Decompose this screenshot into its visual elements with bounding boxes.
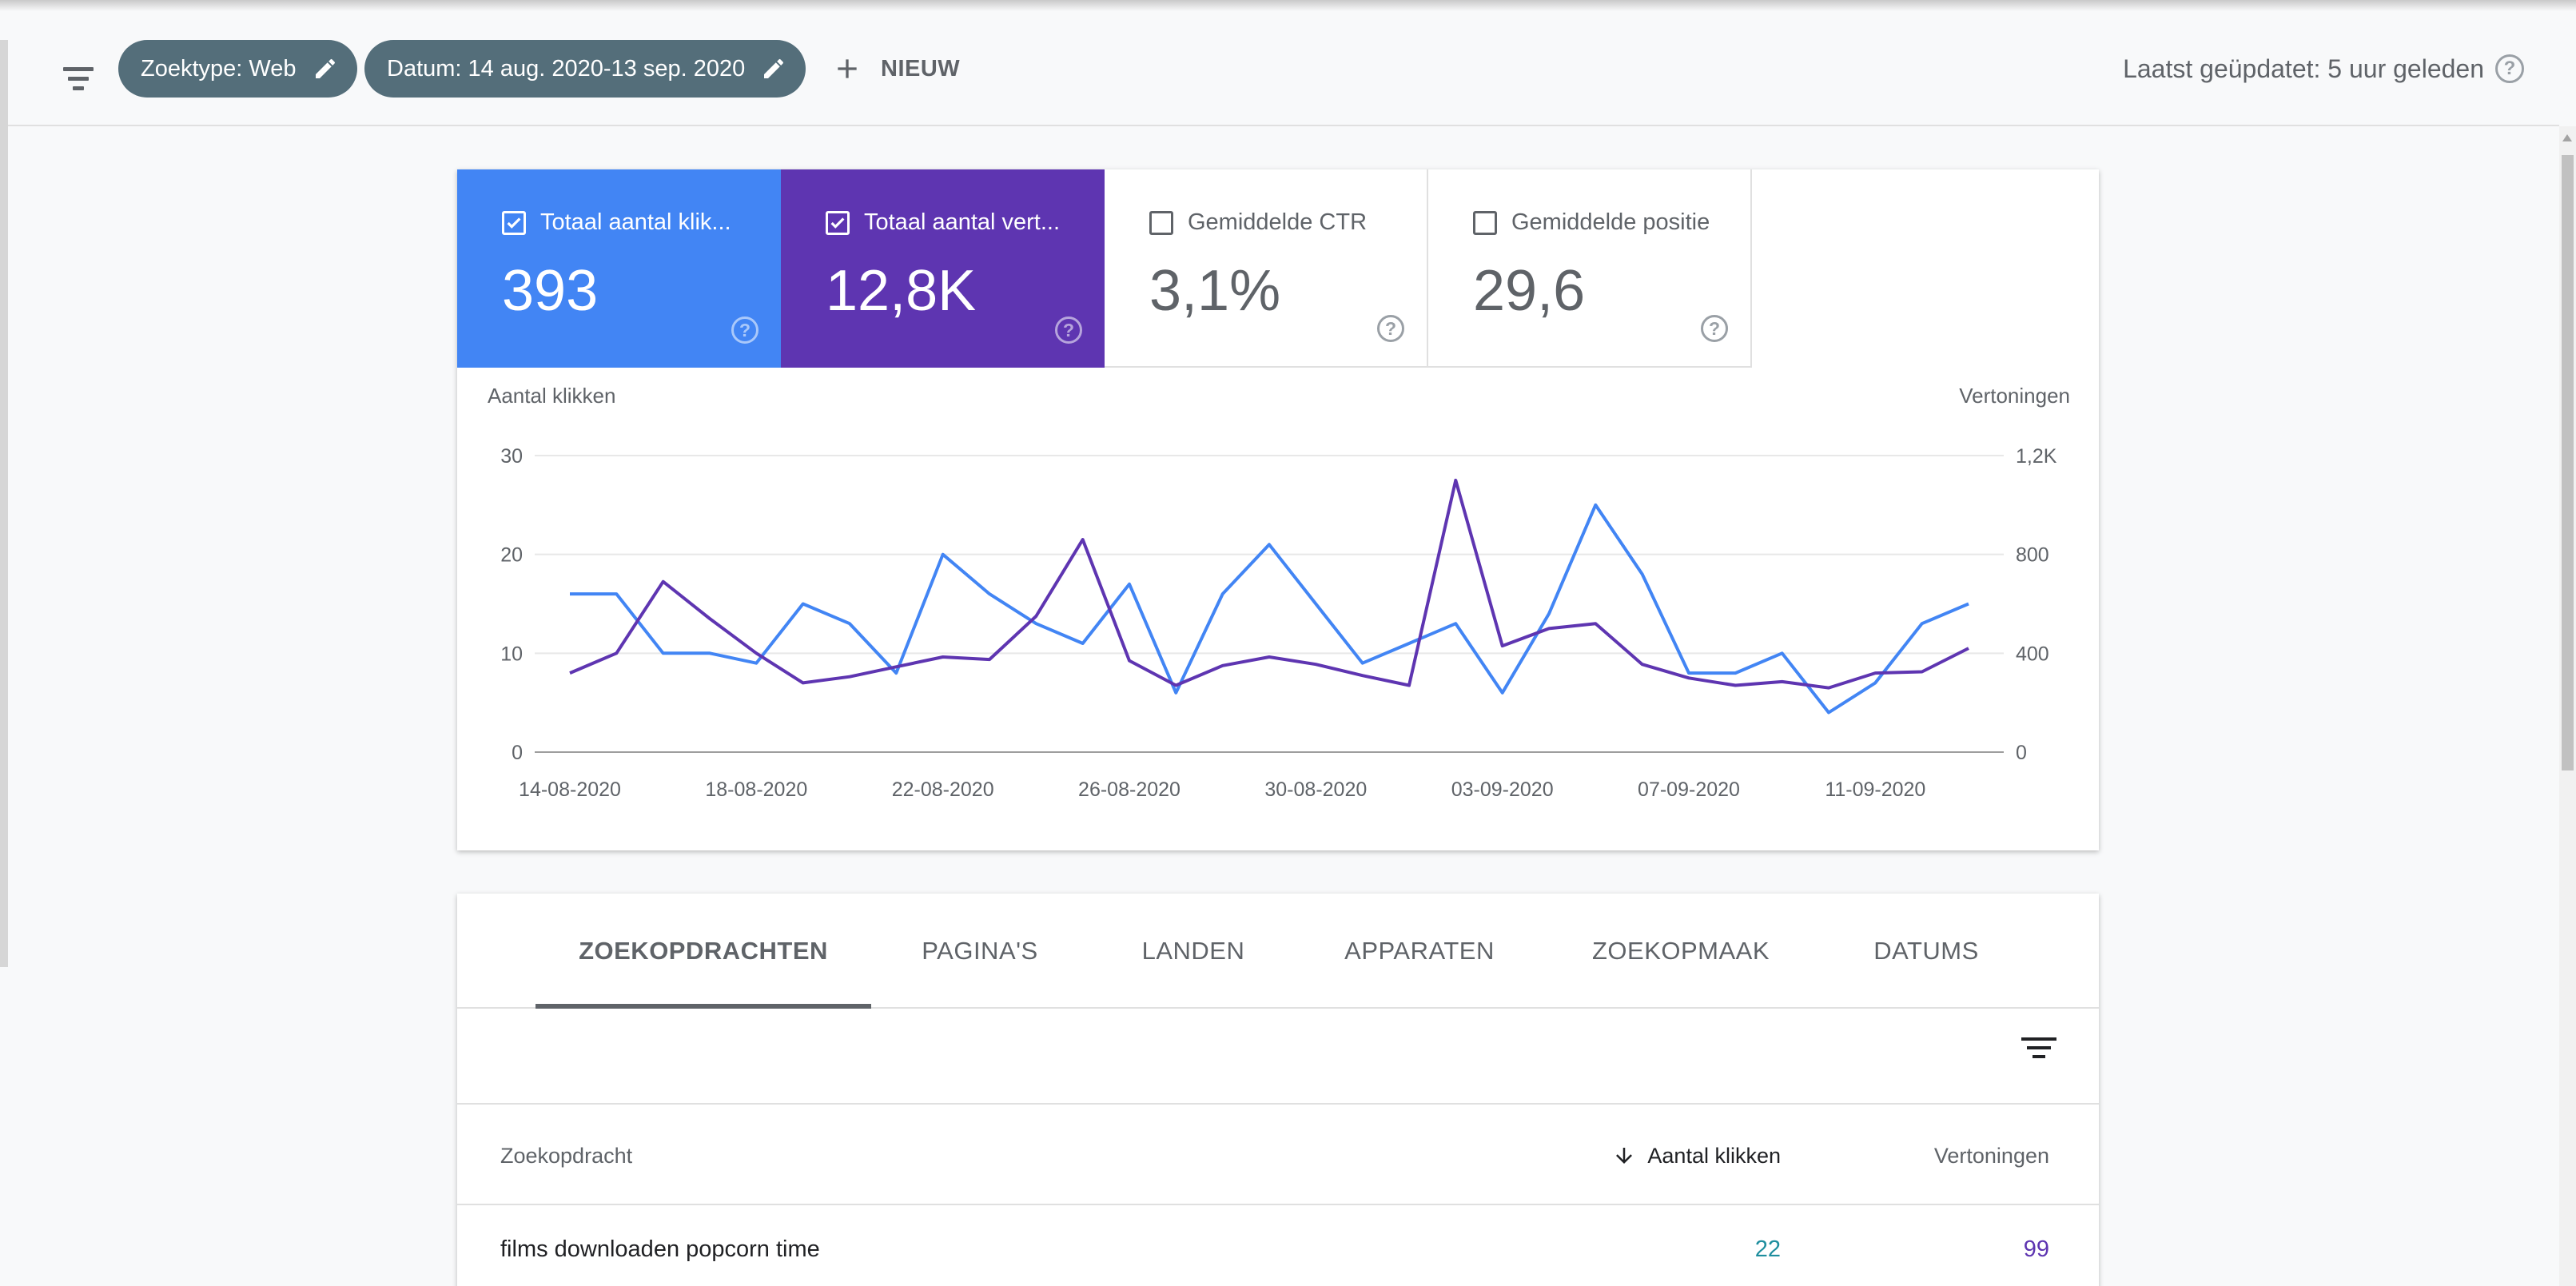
last-updated-text: Laatst geüpdatet: 5 uur geleden (2123, 54, 2484, 83)
help-icon[interactable]: ? (2495, 54, 2524, 83)
new-filter-button[interactable]: NIEUW (831, 40, 960, 98)
arrow-down-icon (1616, 1148, 1633, 1164)
tab-pages[interactable]: PAGINA'S (922, 937, 1038, 965)
y-tick-left-label: 30 (500, 445, 523, 468)
x-tick-label: 07-09-2020 (1638, 778, 1740, 801)
metric-value: 393 (502, 259, 599, 323)
plus-icon (838, 59, 857, 78)
series-line-impressions (569, 478, 1969, 690)
top-shadow (0, 0, 2576, 11)
metric-value: 3,1% (1149, 259, 1281, 323)
metric-value: 29,6 (1473, 259, 1586, 323)
y-tick-right-label: 1,2K (2016, 445, 2057, 468)
x-tick-label: 11-09-2020 (1825, 778, 1925, 801)
scrollbar[interactable] (2559, 126, 2576, 1286)
x-tick-label: 30-08-2020 (1264, 778, 1367, 801)
metric-total-clicks[interactable]: Totaal aantal klik... 393 ? (457, 169, 781, 368)
metric-average-position[interactable]: Gemiddelde positie 29,6 ? (1428, 169, 1752, 368)
y-tick-left-label: 20 (500, 544, 523, 567)
y-axis-left-title: Aantal klikken (488, 384, 616, 408)
help-icon[interactable]: ? (1701, 315, 1728, 342)
edit-icon[interactable] (313, 56, 338, 82)
help-icon[interactable]: ? (1377, 315, 1404, 342)
y-tick-right-label: 0 (2016, 742, 2027, 764)
metric-total-impressions[interactable]: Totaal aantal vert... 12,8K ? (781, 169, 1105, 368)
y-tick-left-label: 10 (500, 643, 523, 665)
active-tab-indicator (536, 1004, 871, 1009)
scrollbar-thumb[interactable] (2562, 155, 2574, 770)
search-type-chip[interactable]: Zoektype: Web (118, 40, 357, 98)
search-type-chip-label: Zoektype: Web (141, 55, 297, 82)
column-header-clicks[interactable]: Aantal klikken (1612, 1105, 1781, 1207)
metric-label: Totaal aantal klik... (540, 209, 731, 235)
metric-label: Totaal aantal vert... (864, 209, 1061, 235)
filter-icon[interactable] (54, 54, 102, 102)
cell-impressions: 99 (2023, 1236, 2049, 1262)
column-header-query[interactable]: Zoekopdracht (500, 1143, 633, 1168)
last-updated: Laatst geüpdatet: 5 uur geleden ? (2123, 40, 2524, 98)
metric-average-ctr[interactable]: Gemiddelde CTR 3,1% ? (1105, 169, 1428, 368)
checkbox-checked-icon[interactable] (826, 210, 850, 235)
checkbox-checked-icon[interactable] (502, 210, 526, 235)
metric-label: Gemiddelde CTR (1188, 209, 1368, 235)
left-edge (0, 40, 8, 967)
tab-search-appearance[interactable]: ZOEKOPMAAK (1591, 937, 1770, 965)
x-tick-label: 26-08-2020 (1078, 778, 1181, 801)
results-table-card: ZOEKOPDRACHTEN PAGINA'S LANDEN APPARATEN… (457, 894, 2099, 1286)
edit-icon[interactable] (761, 56, 786, 82)
cell-clicks: 22 (1754, 1236, 1781, 1262)
x-tick-label: 14-08-2020 (519, 778, 621, 801)
series-line-clicks (570, 503, 1969, 715)
column-header-impressions[interactable]: Vertoningen (1933, 1143, 2049, 1168)
checkbox-unchecked-icon[interactable] (1473, 210, 1497, 235)
table-row[interactable]: films downloaden popcorn time 22 99 (457, 1205, 2099, 1286)
help-icon[interactable]: ? (731, 317, 758, 344)
table-filter-icon[interactable] (2021, 1037, 2057, 1069)
y-tick-right-label: 400 (2016, 643, 2049, 665)
x-tick-label: 03-09-2020 (1451, 778, 1554, 801)
date-chip-label: Datum: 14 aug. 2020-13 sep. 2020 (387, 55, 746, 82)
metric-value: 12,8K (826, 259, 977, 323)
checkbox-unchecked-icon[interactable] (1149, 210, 1173, 235)
date-chip[interactable]: Datum: 14 aug. 2020-13 sep. 2020 (364, 40, 806, 98)
new-filter-label: NIEUW (881, 55, 961, 82)
x-tick-label: 22-08-2020 (892, 778, 994, 801)
x-tick-label: 18-08-2020 (705, 778, 807, 801)
table-header-row: Zoekopdracht Aantal klikken Vertoningen (457, 1103, 2099, 1205)
performance-card: Totaal aantal klik... 393 ? Totaal aanta… (457, 169, 2099, 850)
y-axis-right-title: Vertoningen (1959, 384, 2070, 408)
scroll-up-arrow[interactable] (2562, 134, 2572, 141)
metric-label: Gemiddelde positie (1511, 209, 1710, 235)
performance-chart: 0 0 10 400 20 800 30 1,2K 14-08-2020 18-08-2020 22… (500, 445, 2057, 801)
cell-query: films downloaden popcorn time (500, 1236, 820, 1262)
tab-queries[interactable]: ZOEKOPDRACHTEN (579, 937, 828, 965)
column-header-clicks-label: Aantal klikken (1647, 1143, 1781, 1168)
filter-toolbar: Zoektype: Web Datum: 14 aug. 2020-13 sep… (8, 11, 2559, 126)
dimension-tabs: ZOEKOPDRACHTEN PAGINA'S LANDEN APPARATEN… (457, 894, 2099, 1009)
tab-devices[interactable]: APPARATEN (1344, 937, 1495, 965)
y-tick-right-label: 800 (2016, 544, 2049, 567)
tab-countries[interactable]: LANDEN (1141, 937, 1245, 965)
y-tick-left-label: 0 (512, 742, 523, 764)
tab-dates[interactable]: DATUMS (1873, 937, 1979, 965)
help-icon[interactable]: ? (1055, 317, 1082, 344)
